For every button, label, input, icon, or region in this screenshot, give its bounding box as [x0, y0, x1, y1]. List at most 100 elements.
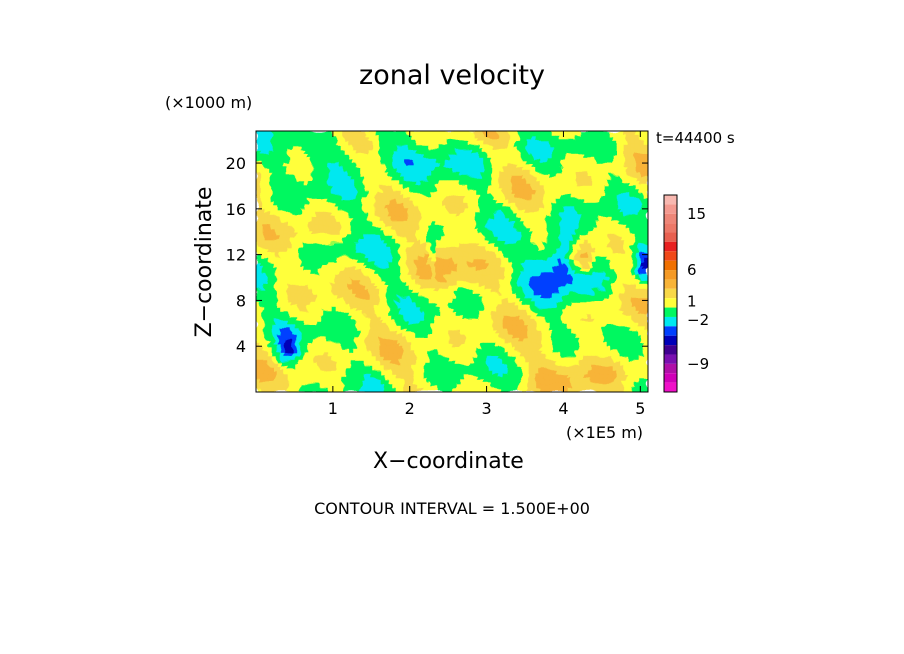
- field-cell: [283, 333, 289, 339]
- field-cell: [367, 207, 373, 213]
- field-cell: [295, 355, 301, 361]
- field-cell: [563, 157, 569, 163]
- field-cell: [555, 324, 561, 330]
- field-cell: [283, 310, 289, 316]
- field-cell: [443, 328, 449, 334]
- field-cell: [439, 193, 445, 199]
- field-cell: [415, 265, 421, 271]
- field-cell: [447, 131, 453, 136]
- field-cell: [587, 153, 593, 159]
- field-cell: [587, 288, 593, 294]
- field-cell: [379, 193, 385, 199]
- field-cell: [535, 247, 541, 253]
- field-cell: [551, 297, 557, 303]
- field-cell: [483, 175, 489, 181]
- field-cell: [427, 202, 433, 208]
- field-cell: [383, 157, 389, 163]
- field-cell: [259, 378, 265, 384]
- field-cell: [543, 270, 549, 276]
- field-cell: [415, 171, 421, 177]
- field-cell: [555, 292, 561, 298]
- field-cell: [535, 243, 541, 249]
- field-cell: [303, 144, 309, 150]
- field-cell: [395, 252, 401, 258]
- field-cell: [311, 315, 317, 321]
- field-cell: [263, 337, 269, 343]
- field-cell: [343, 166, 349, 172]
- field-cell: [495, 256, 501, 262]
- field-cell: [423, 162, 429, 168]
- field-cell: [271, 351, 277, 357]
- field-cell: [491, 157, 497, 163]
- field-cell: [371, 324, 377, 330]
- field-cell: [519, 238, 525, 244]
- field-cell: [459, 139, 465, 145]
- field-cell: [291, 198, 297, 204]
- field-cell: [411, 301, 417, 307]
- field-cell: [299, 247, 305, 253]
- field-cell: [303, 373, 309, 379]
- field-cell: [283, 346, 289, 352]
- field-cell: [587, 360, 593, 366]
- field-cell: [543, 265, 549, 271]
- field-cell: [395, 135, 401, 141]
- field-cell: [343, 387, 349, 392]
- field-cell: [323, 315, 329, 321]
- field-cell: [287, 256, 293, 262]
- field-cell: [315, 193, 321, 199]
- field-cell: [415, 333, 421, 339]
- field-cell: [303, 229, 309, 235]
- field-cell: [291, 324, 297, 330]
- field-cell: [515, 346, 521, 352]
- field-cell: [483, 202, 489, 208]
- field-cell: [307, 351, 313, 357]
- field-cell: [571, 211, 577, 217]
- field-cell: [507, 265, 513, 271]
- field-cell: [579, 288, 585, 294]
- field-cell: [535, 324, 541, 330]
- field-cell: [555, 270, 561, 276]
- field-cell: [303, 202, 309, 208]
- field-cell: [567, 184, 573, 190]
- field-cell: [287, 378, 293, 384]
- field-cell: [403, 157, 409, 163]
- field-cell: [291, 229, 297, 235]
- field-cell: [391, 207, 397, 213]
- field-cell: [383, 166, 389, 172]
- field-cell: [455, 351, 461, 357]
- field-cell: [427, 288, 433, 294]
- field-cell: [375, 171, 381, 177]
- field-cell: [423, 319, 429, 325]
- field-cell: [343, 144, 349, 150]
- field-cell: [423, 270, 429, 276]
- field-cell: [447, 166, 453, 172]
- field-cell: [479, 175, 485, 181]
- field-cell: [311, 189, 317, 195]
- field-cell: [563, 171, 569, 177]
- field-cell: [331, 198, 337, 204]
- field-cell: [475, 310, 481, 316]
- field-cell: [423, 364, 429, 370]
- field-cell: [335, 148, 341, 154]
- field-cell: [483, 162, 489, 168]
- field-cell: [519, 220, 525, 226]
- field-cell: [559, 378, 565, 384]
- field-cell: [495, 337, 501, 343]
- field-cell: [455, 297, 461, 303]
- field-cell: [291, 346, 297, 352]
- field-cell: [323, 292, 329, 298]
- field-cell: [387, 184, 393, 190]
- field-cell: [363, 364, 369, 370]
- field-cell: [411, 382, 417, 388]
- field-cell: [399, 243, 405, 249]
- field-cell: [399, 144, 405, 150]
- field-cell: [499, 247, 505, 253]
- field-cell: [479, 211, 485, 217]
- field-cell: [327, 243, 333, 249]
- field-cell: [503, 315, 509, 321]
- field-cell: [507, 157, 513, 163]
- field-cell: [471, 369, 477, 375]
- field-cell: [535, 279, 541, 285]
- field-cell: [399, 373, 405, 379]
- field-cell: [471, 144, 477, 150]
